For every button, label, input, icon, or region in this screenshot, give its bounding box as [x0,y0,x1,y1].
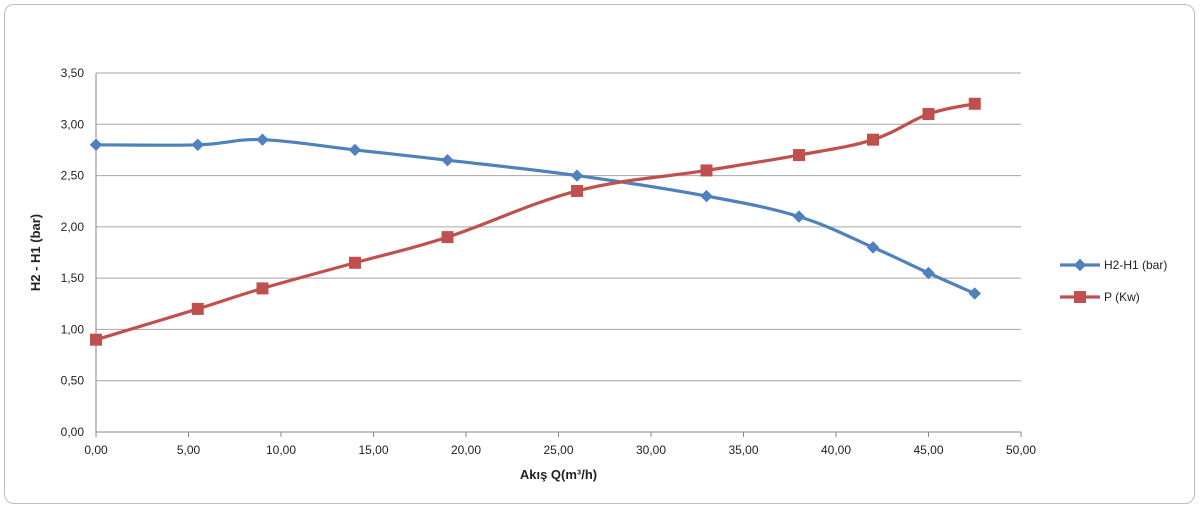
y-tick-label: 2,00 [61,220,85,234]
x-tick-label: 40,00 [821,443,851,457]
y-tick-label: 3,00 [61,117,85,131]
data-point [700,189,713,203]
y-axis-title: H2 - H1 (bar) [28,214,43,291]
data-point [968,97,981,110]
x-tick-label: 30,00 [636,443,666,457]
series-h2-h1 [89,133,981,300]
y-tick-label: 1,50 [61,271,85,285]
data-point [792,210,806,223]
data-point [349,256,361,269]
legend-label: P (Kw) [1104,290,1140,304]
data-point [793,149,805,162]
legend: H2-H1 (bar) P (Kw) [1060,258,1167,304]
y-tick-label: 0,50 [61,374,85,388]
data-point [867,133,879,146]
series-line [95,102,976,342]
data-point [571,184,583,197]
x-tick-label: 10,00 [266,443,296,457]
series-line [95,137,976,295]
data-point [922,266,935,280]
y-tick-label: 3,50 [61,66,85,80]
x-tick-label: 45,00 [913,443,943,457]
data-point [866,241,880,254]
x-tick-label: 15,00 [358,443,388,457]
legend-item: H2-H1 (bar) [1060,258,1167,272]
x-tick-label: 25,00 [543,443,573,457]
data-point [922,108,935,121]
grid-lines [95,72,1022,437]
data-point [348,143,362,157]
data-point [570,169,584,182]
data-point [191,302,204,315]
x-tick-label: 5,00 [177,443,201,457]
x-tick-label: 35,00 [728,443,758,457]
data-point [700,164,713,177]
y-tick-label: 2,50 [61,169,85,183]
data-point [90,333,102,346]
x-tick-label: 0,00 [84,443,108,457]
data-point [968,287,981,300]
y-tick-label: 0,00 [61,425,85,439]
y-tick-label: 1,00 [61,322,85,336]
x-tick-label: 20,00 [451,443,481,457]
x-tick-label: 50,00 [1006,443,1036,457]
data-point [441,231,454,244]
x-axis-title: Akış Q(m³/h) [520,467,597,482]
x-tick-labels: 0,00 5,00 10,00 15,00 20,00 25,00 30,00 35,00 40… [84,443,1036,457]
data-point [256,282,269,295]
data-point [191,138,204,152]
legend-marker [1074,291,1086,303]
series-layer [89,97,981,346]
legend-label: H2-H1 (bar) [1104,258,1167,272]
data-point [256,133,269,146]
data-point [441,153,454,167]
series-p-kw [90,97,981,346]
legend-marker [1073,258,1087,272]
legend-item: P (Kw) [1060,290,1140,304]
chart-frame [4,4,1195,504]
y-tick-labels: 0,00 0,50 1,00 1,50 2,00 2,50 3,00 3,50 [61,66,85,439]
data-point [89,138,103,152]
